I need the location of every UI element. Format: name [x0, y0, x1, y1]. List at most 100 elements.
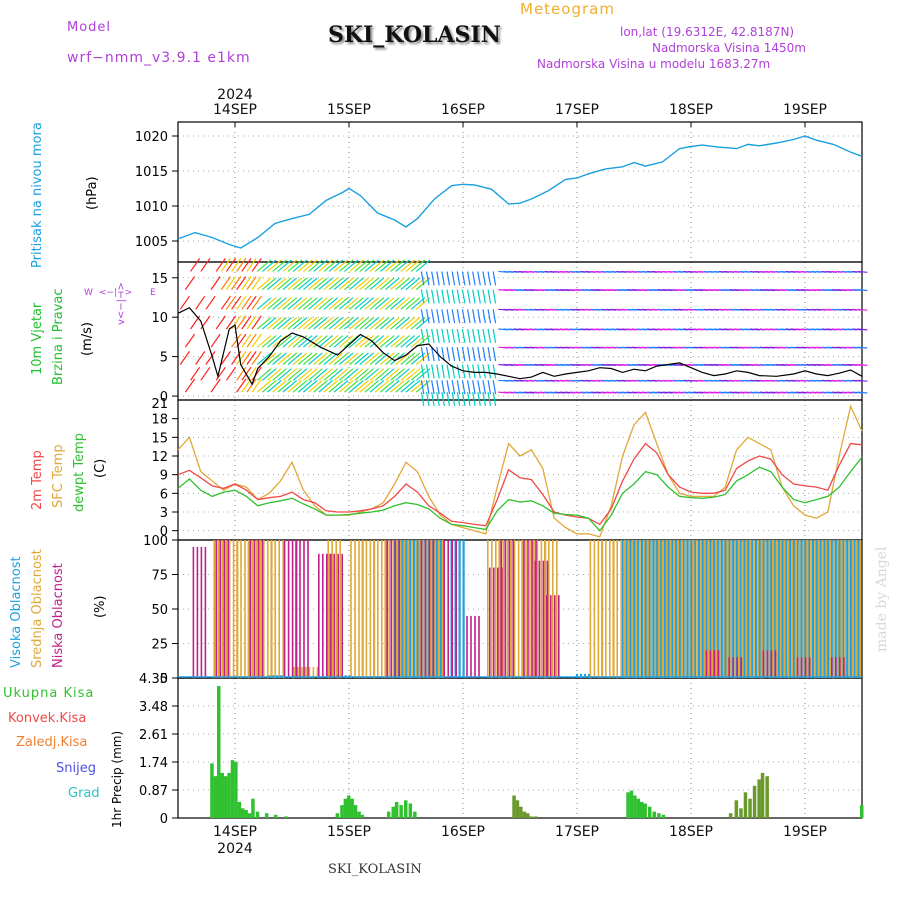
- legend-total: Ukupna Kisa: [3, 686, 95, 701]
- wind-barb: [369, 368, 385, 381]
- pressure-ytick-label: 1020: [135, 130, 168, 145]
- bottom-day-label: 19SEP: [783, 824, 827, 840]
- wind-barb: [308, 380, 323, 393]
- wind-barb: [446, 289, 451, 304]
- wind-barb: [251, 351, 262, 365]
- wind-barb: [425, 289, 430, 304]
- wind-barb: [246, 351, 257, 365]
- precip-bar: [519, 806, 523, 818]
- wind-barb: [466, 380, 471, 395]
- wind-barb: [466, 309, 471, 324]
- top-day-label: 17SEP: [555, 102, 599, 118]
- wind-barb: [425, 364, 430, 379]
- wind-barb: [211, 296, 220, 309]
- clouds-ytick-label: 25: [151, 638, 168, 653]
- wind-barb: [451, 309, 456, 324]
- wind-barb: [349, 317, 364, 330]
- precip-bar: [633, 795, 637, 818]
- wind-barb: [472, 364, 476, 379]
- precip-bar: [748, 798, 752, 818]
- wind-barb: [472, 347, 476, 362]
- wind-barb: [446, 271, 451, 286]
- precip-bar: [247, 813, 252, 818]
- wind-barb: [344, 352, 359, 365]
- wind-barb: [231, 333, 242, 348]
- wind-barb: [216, 334, 225, 347]
- precip-bar: [230, 760, 235, 818]
- wind-barb: [323, 317, 339, 330]
- wind-barb: [379, 335, 395, 348]
- wind-barb: [420, 380, 425, 395]
- top-day-label: 15SEP: [327, 102, 371, 118]
- pressure-ytick-label: 1015: [135, 165, 168, 180]
- wind-barb: [184, 276, 196, 290]
- wind-barb: [436, 364, 440, 379]
- wind-barb: [441, 347, 445, 362]
- wind-barb: [282, 277, 298, 291]
- wind-barb: [200, 366, 211, 381]
- precip-bar: [244, 810, 248, 818]
- wind-barb: [251, 315, 262, 330]
- wind-barb: [405, 297, 421, 310]
- wind-barb: [272, 297, 287, 310]
- wind-barb: [364, 368, 380, 381]
- wind-barb: [272, 259, 287, 272]
- wind-barb: [369, 380, 385, 393]
- precip-bar: [739, 808, 743, 818]
- wind-barb: [477, 392, 481, 407]
- model-name: wrf−nmm_v3.9.1 e1km: [67, 50, 251, 66]
- wind-barb: [410, 259, 426, 272]
- wind-barb: [272, 317, 287, 330]
- wind-barb: [303, 259, 318, 272]
- precip-bar: [413, 811, 417, 818]
- wind-barb: [456, 309, 461, 324]
- wind-barb: [256, 259, 272, 272]
- wind-barb: [210, 378, 221, 393]
- top-day-label: 19SEP: [783, 102, 827, 118]
- wind-barb: [196, 334, 205, 347]
- wind-barb: [359, 368, 374, 381]
- wind-barb: [364, 259, 380, 272]
- wind-barb: [225, 315, 237, 330]
- wind-barb: [205, 295, 216, 310]
- wind-barb: [308, 335, 323, 348]
- wind-barb: [328, 335, 344, 348]
- wind-barb: [395, 368, 410, 381]
- temperature-top-tick-label: 21: [151, 397, 168, 412]
- wind-barb: [323, 259, 339, 272]
- dewpt-line: [177, 456, 863, 532]
- top-day-label: 18SEP: [669, 102, 713, 118]
- wind-barb: [425, 328, 430, 343]
- wind-barb: [261, 335, 277, 348]
- wind-barb: [456, 347, 461, 362]
- wind-barb: [390, 259, 405, 272]
- wind-barb: [308, 317, 323, 330]
- wind-barb: [405, 277, 421, 291]
- wind-barb: [390, 335, 405, 348]
- wind-barb: [385, 368, 400, 381]
- wind-barb: [191, 334, 200, 347]
- wind-barb: [359, 335, 374, 348]
- wind-barb: [431, 347, 435, 362]
- wind-barb: [292, 352, 308, 365]
- wind-barb: [482, 392, 486, 407]
- wind-barb: [354, 297, 369, 310]
- wind-barb: [487, 309, 492, 324]
- wind-barb: [267, 277, 282, 291]
- wind-barb: [333, 368, 349, 381]
- wind-barb: [220, 276, 231, 290]
- wind-barb: [196, 379, 205, 392]
- precip-ytick-label: 2.61: [139, 728, 168, 743]
- wind-barb: [374, 259, 390, 272]
- wind-barb: [211, 258, 220, 271]
- compass-arrows: <−|−>: [99, 288, 133, 298]
- precip-bar: [357, 811, 361, 818]
- wind-barb: [492, 347, 497, 362]
- sfc-temp-line: [177, 404, 863, 538]
- bottom-day-label: 16SEP: [441, 824, 485, 840]
- precip-bar: [404, 800, 408, 818]
- wind-barb: [415, 317, 431, 330]
- precip-bar: [284, 816, 288, 818]
- wind-barb: [857, 328, 868, 331]
- wind-barb: [328, 297, 344, 310]
